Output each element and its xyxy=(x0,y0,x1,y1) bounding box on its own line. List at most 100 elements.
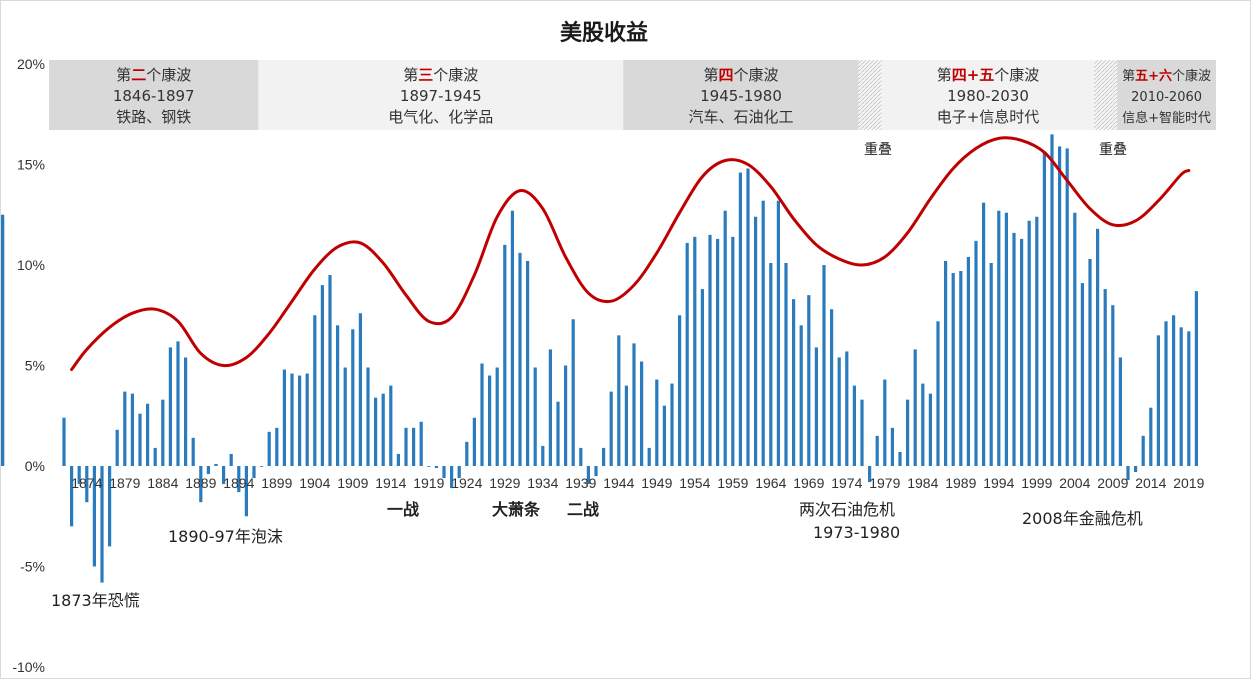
annotation-ww2: 二战 xyxy=(567,500,599,519)
annotation-overlap-1: 重叠 xyxy=(864,142,892,158)
bar-1897 xyxy=(260,466,264,467)
bar-1930 xyxy=(510,210,514,466)
bar-1999 xyxy=(1035,216,1039,466)
x-tick-label: 1999 xyxy=(1021,475,1052,491)
band-3-background xyxy=(623,60,859,130)
bar-1925 xyxy=(472,417,476,466)
bar-1932 xyxy=(526,260,530,466)
x-tick-label: 1954 xyxy=(679,475,710,491)
bar-2008 xyxy=(1103,289,1107,466)
bar-1921 xyxy=(442,466,446,479)
band-4-background xyxy=(858,60,882,130)
x-tick-label: 1989 xyxy=(945,475,976,491)
band-1-years: 1846-1897 xyxy=(113,87,195,105)
band-5-theme: 电子+信息时代 xyxy=(937,108,1040,126)
x-tick-label: 1949 xyxy=(641,475,672,491)
y-tick-label: -5% xyxy=(20,559,45,575)
y-tick-label: 15% xyxy=(17,157,45,173)
bar-1901 xyxy=(290,373,294,466)
bar-1943 xyxy=(609,391,613,466)
x-tick-label: 1979 xyxy=(869,475,900,491)
bar-1910 xyxy=(358,313,362,466)
x-tick-label: 1984 xyxy=(907,475,938,491)
bar-1957 xyxy=(716,238,720,466)
bar-1927 xyxy=(488,375,492,466)
x-tick-label: 1879 xyxy=(109,475,140,491)
annotation-bubble-1890: 1890-97年泡沫 xyxy=(168,527,283,546)
x-axis-ticks: 1874 1879 1884 1889 1894 1899 1904 1909 1914 1919… xyxy=(71,475,1204,491)
bar-1976 xyxy=(860,399,864,466)
bar-2007 xyxy=(1096,228,1100,466)
bar-1974 xyxy=(845,351,849,466)
bar-1991 xyxy=(974,240,978,466)
y-tick-label: 20% xyxy=(17,56,45,72)
bar-2002 xyxy=(1058,146,1062,466)
bar-1883 xyxy=(153,447,157,466)
bar-1928 xyxy=(495,367,499,466)
band-2-name-prefix: 第 xyxy=(403,66,418,84)
x-tick-label: 1944 xyxy=(603,475,634,491)
bar-2009 xyxy=(1111,305,1115,466)
bar-1890 xyxy=(206,466,210,475)
bar-1947 xyxy=(640,361,644,466)
bar-1926 xyxy=(480,363,484,466)
annotations: 1873年恐慌 1890-97年泡沫 一战 大萧条 二战 两次石油危机 1973… xyxy=(51,142,1143,610)
bar-1879 xyxy=(123,391,127,466)
bar-1872 xyxy=(70,466,74,527)
bar-1886 xyxy=(176,341,180,466)
bar-1988 xyxy=(951,273,955,466)
bar-1935 xyxy=(548,349,552,466)
annotation-depression: 大萧条 xyxy=(492,500,541,519)
bar-2004 xyxy=(1073,212,1077,466)
bar-1889 xyxy=(199,466,203,503)
x-tick-label: 1969 xyxy=(793,475,824,491)
bar-1903 xyxy=(305,373,309,466)
band-2-theme: 电气化、化学品 xyxy=(388,108,493,126)
x-tick-label: 1914 xyxy=(375,475,406,491)
annotation-oil-crisis: 两次石油危机 xyxy=(799,500,895,519)
annotation-panic-1873: 1873年恐慌 xyxy=(51,591,140,610)
bar-1894 xyxy=(237,466,241,493)
band-3-name-prefix: 第 xyxy=(703,66,718,84)
bar-2015 xyxy=(1156,335,1160,466)
bar-1912 xyxy=(374,397,378,466)
band-5-years: 1980-2030 xyxy=(947,87,1029,105)
bar-1884 xyxy=(161,399,165,466)
bar-1992 xyxy=(982,202,986,466)
bar-1923 xyxy=(457,466,461,479)
x-tick-label: 2009 xyxy=(1097,475,1128,491)
bar-2006 xyxy=(1088,258,1092,466)
bar-1945 xyxy=(624,385,628,466)
bar-1893 xyxy=(229,453,233,466)
band-2-name: 第三个康波 xyxy=(403,66,478,84)
band-5-background xyxy=(881,60,1095,130)
band-7-years: 2010-2060 xyxy=(1131,90,1202,105)
bar-1960 xyxy=(738,172,742,467)
y-axis-ticks: 20% 15% 10% 5% 0% -5% -10% xyxy=(12,56,45,675)
return-bars xyxy=(1,134,1198,583)
annotation-gfc-2008: 2008年金融危机 xyxy=(1022,509,1143,528)
bar-1882 xyxy=(146,403,150,466)
band-2-years: 1897-1945 xyxy=(400,87,482,105)
bar-1944 xyxy=(617,335,621,466)
bar-1940 xyxy=(586,466,590,485)
band-2-name-suffix: 个康波 xyxy=(433,66,478,84)
bar-1958 xyxy=(723,210,727,466)
x-tick-label: 1964 xyxy=(755,475,786,491)
x-tick-label: 1874 xyxy=(71,475,102,491)
bar-1914 xyxy=(389,385,393,466)
bar-1908 xyxy=(343,367,347,466)
bar-1887 xyxy=(184,357,188,466)
bar-1907 xyxy=(336,325,340,466)
bar-1895 xyxy=(244,466,248,517)
bar-1964 xyxy=(769,262,773,466)
bar-1993 xyxy=(989,262,993,466)
bar-2018 xyxy=(1179,327,1183,466)
bar-1899 xyxy=(275,427,279,466)
x-tick-label: 1909 xyxy=(337,475,368,491)
bar-1906 xyxy=(328,275,332,466)
bar-1902 xyxy=(298,375,302,466)
bar-2017 xyxy=(1172,315,1176,466)
bar-2003 xyxy=(1065,148,1069,467)
bar-1953 xyxy=(685,242,689,466)
